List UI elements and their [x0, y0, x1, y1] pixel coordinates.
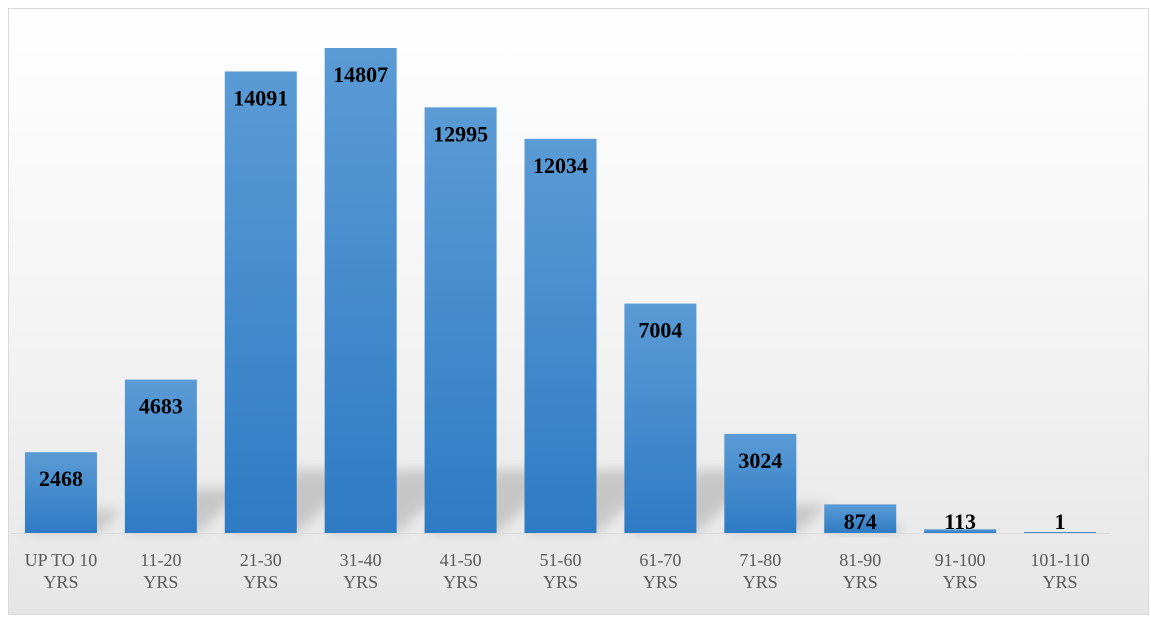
x-tick-label: 81-90 [839, 550, 881, 570]
data-label: 3024 [738, 448, 782, 473]
bar [324, 48, 397, 533]
x-tick-label: YRS [343, 572, 378, 592]
bar [1024, 532, 1097, 533]
x-tick-label: 51-60 [540, 550, 582, 570]
x-tick-label: YRS [43, 572, 78, 592]
x-tick-label: 41-50 [440, 550, 482, 570]
x-tick-label: 21-30 [240, 550, 282, 570]
x-tick-label: 31-40 [340, 550, 382, 570]
data-label: 4683 [139, 394, 183, 419]
x-tick-label: 11-20 [140, 550, 181, 570]
x-tick-label: 101-110 [1030, 550, 1089, 570]
data-label: 113 [944, 509, 976, 534]
bar [424, 107, 497, 534]
bar [124, 379, 197, 533]
x-tick-label: YRS [443, 572, 478, 592]
data-label: 14807 [333, 62, 388, 87]
data-label: 12034 [533, 153, 588, 178]
x-tick-label: YRS [743, 572, 778, 592]
bar [224, 71, 297, 533]
bar-chart: 2468 4683 14091 14807 12995 12034 7004 3024 874 1… [11, 48, 1110, 592]
data-label: 1 [1055, 509, 1066, 534]
x-tick-label: YRS [843, 572, 878, 592]
x-tick-label: 71-80 [739, 550, 781, 570]
x-tick-label: YRS [1043, 572, 1078, 592]
data-label: 874 [844, 509, 877, 534]
data-labels: 2468 4683 14091 14807 12995 12034 7004 3024 874 1… [39, 62, 1066, 534]
x-tick-label: YRS [943, 572, 978, 592]
bar [724, 433, 797, 533]
data-label: 2468 [39, 466, 83, 491]
data-label: 14091 [233, 85, 288, 110]
bar [824, 504, 897, 533]
x-axis-tick-labels: UP TO 10YRS11-20YRS21-30YRS31-40YRS41-50… [25, 550, 1090, 592]
x-tick-label: YRS [143, 572, 178, 592]
bar [524, 138, 597, 534]
data-label: 12995 [433, 121, 488, 146]
x-tick-label: YRS [243, 572, 278, 592]
bar [924, 529, 997, 533]
x-tick-label: 91-100 [935, 550, 986, 570]
x-tick-label: UP TO 10 [25, 550, 98, 570]
x-tick-label: YRS [543, 572, 578, 592]
chart-frame: 2468 4683 14091 14807 12995 12034 7004 3024 874 1… [8, 8, 1149, 615]
bar [24, 452, 97, 533]
bar [624, 303, 697, 533]
bars [24, 48, 1097, 534]
x-tick-label: 61-70 [639, 550, 681, 570]
x-tick-label: YRS [643, 572, 678, 592]
data-label: 7004 [638, 318, 682, 343]
